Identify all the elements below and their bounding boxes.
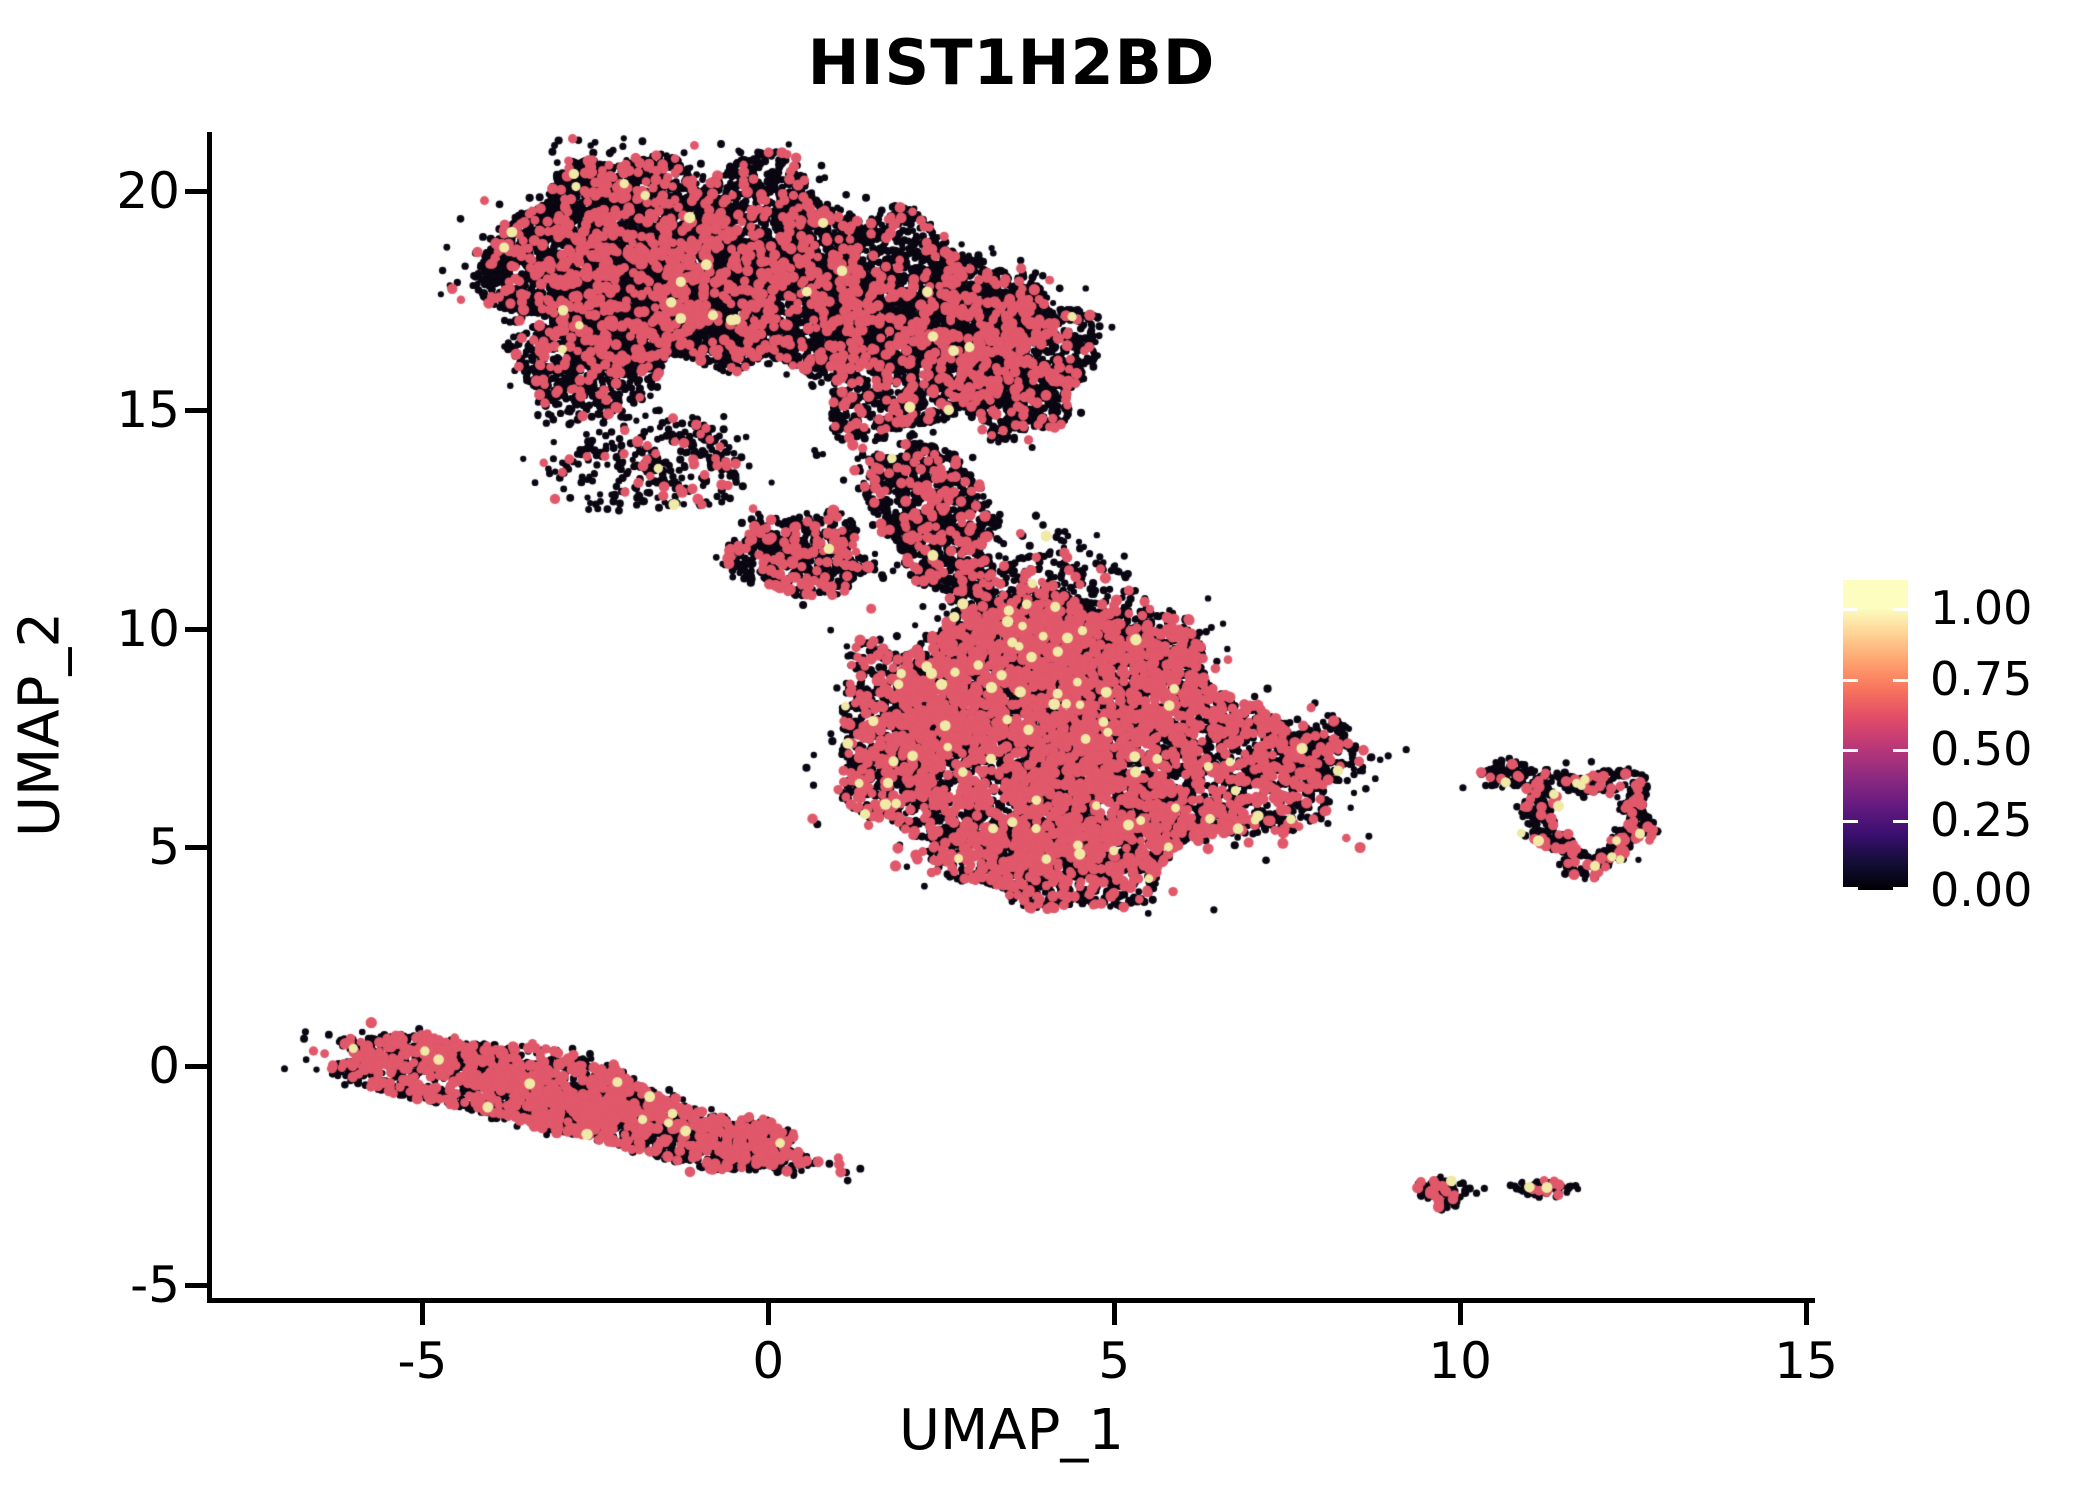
x-tick-label: 15 <box>1774 1332 1838 1390</box>
y-tick-mark <box>185 1282 207 1288</box>
colorbar-tick-mark <box>1843 608 1858 612</box>
y-tick-mark <box>185 189 207 195</box>
colorbar-tick-mark <box>1893 819 1908 823</box>
x-tick-mark <box>420 1303 426 1325</box>
x-tick-label: 10 <box>1428 1332 1492 1390</box>
colorbar-tick-label: 1.00 <box>1930 581 2033 636</box>
y-tick-mark <box>185 626 207 632</box>
x-tick-mark <box>1112 1303 1118 1325</box>
y-axis-line <box>207 132 212 1303</box>
y-tick-label: 10 <box>116 599 180 658</box>
colorbar-tick-mark <box>1843 887 1858 890</box>
y-tick-label: 15 <box>116 380 180 439</box>
x-tick-mark <box>1804 1303 1810 1325</box>
y-tick-label: 0 <box>148 1036 180 1095</box>
y-tick-label: -5 <box>130 1255 180 1314</box>
y-tick-label: 20 <box>116 162 180 221</box>
x-tick-label: 0 <box>752 1332 785 1390</box>
x-axis-label: UMAP_1 <box>898 1398 1124 1463</box>
x-tick-label: 5 <box>1098 1332 1131 1390</box>
x-tick-mark <box>1458 1303 1464 1325</box>
x-tick-label: -5 <box>397 1332 448 1390</box>
y-axis-label: UMAP_2 <box>7 612 73 838</box>
colorbar-tick-mark <box>1843 678 1858 682</box>
colorbar-tick-label: 0.50 <box>1930 722 2033 777</box>
colorbar-tick-label: 0.25 <box>1930 792 2033 847</box>
colorbar-tick-label: 0.00 <box>1930 863 2033 917</box>
y-tick-mark <box>185 407 207 413</box>
plot-title: HIST1H2BD <box>807 26 1216 99</box>
x-tick-mark <box>766 1303 772 1325</box>
x-axis-line <box>207 1298 1815 1303</box>
colorbar-tick-mark <box>1893 887 1908 890</box>
colorbar-tick-mark <box>1843 819 1858 823</box>
colorbar-tick-mark <box>1843 749 1858 753</box>
y-tick-mark <box>185 845 207 851</box>
y-tick-mark <box>185 1063 207 1069</box>
y-tick-label: 5 <box>148 818 180 877</box>
colorbar-tick-label: 0.75 <box>1930 651 2033 706</box>
colorbar-tick-mark <box>1893 749 1908 753</box>
colorbar-tick-mark <box>1893 608 1908 612</box>
colorbar-tick-mark <box>1893 678 1908 682</box>
colorbar-gradient <box>1843 580 1908 890</box>
